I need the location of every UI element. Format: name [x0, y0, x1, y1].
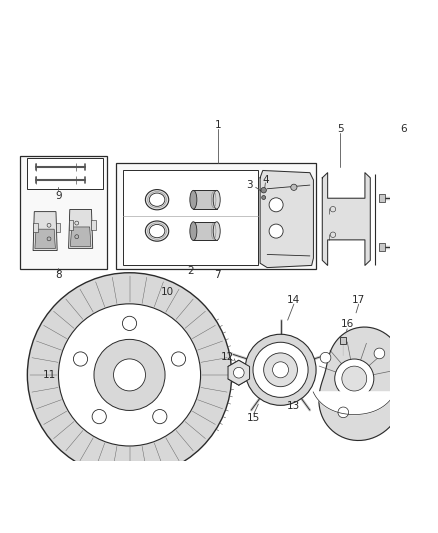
Polygon shape: [313, 392, 396, 415]
Ellipse shape: [253, 342, 308, 397]
Bar: [91, 220, 96, 230]
Ellipse shape: [94, 340, 165, 410]
Circle shape: [233, 367, 244, 378]
Bar: [379, 195, 385, 202]
Circle shape: [342, 366, 367, 391]
Bar: [193, 222, 217, 240]
Polygon shape: [228, 360, 250, 385]
Circle shape: [262, 196, 265, 199]
Circle shape: [374, 348, 385, 359]
Circle shape: [416, 195, 422, 201]
Text: 13: 13: [287, 401, 300, 411]
Circle shape: [92, 409, 106, 424]
Circle shape: [74, 352, 88, 366]
Circle shape: [338, 407, 349, 418]
Circle shape: [291, 184, 297, 190]
Ellipse shape: [272, 362, 289, 378]
Circle shape: [261, 188, 266, 193]
Circle shape: [320, 352, 331, 363]
Text: 14: 14: [287, 295, 300, 305]
Text: 7: 7: [437, 188, 438, 197]
Text: 4: 4: [262, 175, 269, 185]
Bar: [116, 163, 316, 269]
Bar: [123, 171, 258, 265]
Circle shape: [153, 409, 167, 424]
Text: 15: 15: [247, 413, 261, 423]
Ellipse shape: [145, 221, 169, 241]
Ellipse shape: [27, 273, 232, 477]
Polygon shape: [319, 327, 407, 440]
Ellipse shape: [58, 304, 201, 446]
Text: 6: 6: [400, 124, 406, 134]
Ellipse shape: [213, 222, 220, 240]
Text: 8: 8: [55, 270, 62, 280]
Ellipse shape: [245, 334, 316, 405]
Circle shape: [335, 359, 374, 398]
Text: 10: 10: [161, 287, 174, 297]
Ellipse shape: [113, 359, 145, 391]
Ellipse shape: [149, 224, 165, 238]
Circle shape: [269, 224, 283, 238]
Bar: [379, 243, 385, 251]
Text: 1: 1: [215, 119, 222, 130]
Ellipse shape: [264, 353, 297, 386]
Ellipse shape: [149, 193, 165, 206]
Text: 7: 7: [437, 239, 438, 249]
Bar: [27, 158, 103, 189]
Text: 7: 7: [214, 270, 221, 280]
Polygon shape: [260, 171, 314, 268]
Ellipse shape: [190, 190, 197, 209]
Text: 9: 9: [55, 191, 62, 201]
Text: 16: 16: [341, 319, 354, 329]
Circle shape: [122, 316, 137, 330]
Text: 2: 2: [187, 265, 194, 276]
Circle shape: [416, 244, 422, 251]
Bar: [20, 156, 107, 269]
Text: 3: 3: [246, 180, 253, 190]
Polygon shape: [69, 209, 93, 248]
Polygon shape: [322, 173, 370, 265]
Polygon shape: [33, 212, 57, 251]
Text: 17: 17: [352, 295, 365, 305]
Text: 11: 11: [43, 370, 56, 380]
Ellipse shape: [213, 190, 220, 209]
Bar: [193, 190, 217, 209]
Text: 12: 12: [221, 352, 234, 362]
Polygon shape: [35, 229, 55, 248]
Ellipse shape: [145, 190, 169, 210]
Ellipse shape: [190, 222, 197, 240]
Circle shape: [171, 352, 186, 366]
Bar: [339, 337, 346, 344]
Text: 5: 5: [337, 124, 343, 134]
Polygon shape: [71, 227, 91, 246]
Bar: [56, 223, 60, 232]
Bar: [33, 223, 38, 232]
Circle shape: [269, 198, 283, 212]
Bar: [69, 220, 73, 230]
